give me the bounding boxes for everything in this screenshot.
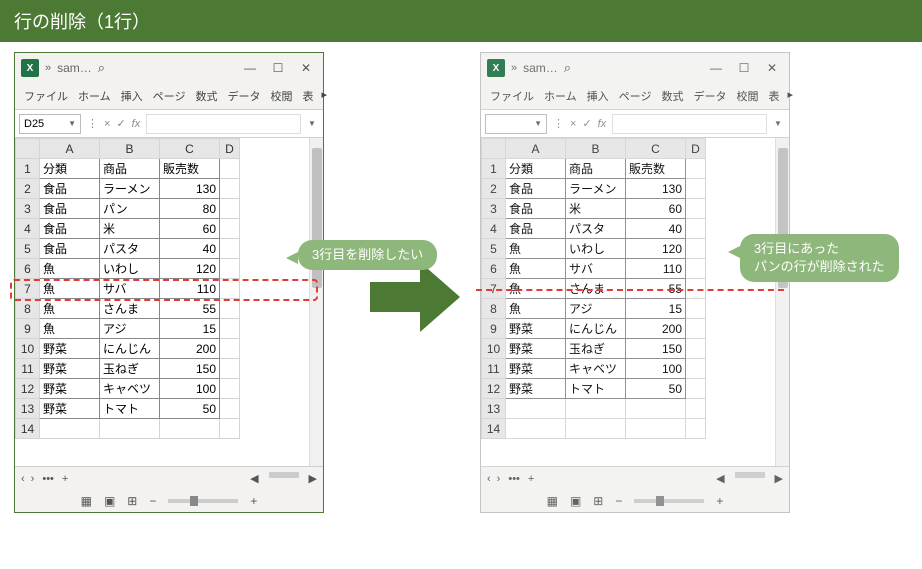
sheet-more-icon[interactable]: ••• [508,473,520,485]
tab-review[interactable]: 校閲 [265,83,297,109]
file-name: sam… [523,61,558,75]
cancel-icon[interactable]: × [102,118,112,130]
search-icon[interactable]: ⌕ [564,60,584,76]
formula-buttons: ⋮ × ✓ fx [85,117,142,130]
fx-icon[interactable]: fx [596,118,609,130]
tab-view[interactable]: 表 [297,83,318,109]
sheet-add-icon[interactable]: + [62,473,68,485]
ribbon-more-icon[interactable]: ▸ [784,83,796,109]
hscroll-left-icon[interactable]: ◀ [716,472,724,485]
tab-home[interactable]: ホーム [73,83,116,109]
hscroll-left-icon[interactable]: ◀ [250,472,258,485]
tab-data[interactable]: データ [222,83,265,109]
spreadsheet-grid[interactable]: ABCD1分類商品販売数2食品ラーメン1303食品米604食品パスタ405魚いわ… [481,138,789,466]
status-bar: ▦ ▣ ⊞ − + [15,490,323,512]
formula-input[interactable] [146,114,301,134]
zoom-slider[interactable] [168,499,238,503]
ribbon-more-icon[interactable]: ▸ [318,83,330,109]
close-button[interactable]: ✕ [295,61,317,75]
name-box[interactable]: D25▼ [19,114,81,134]
window-titlebar: X » sam… ⌕ — ☐ ✕ [481,53,789,83]
formula-dropdown-icon[interactable]: ▼ [305,119,319,128]
minimize-button[interactable]: — [239,61,261,75]
spreadsheet-grid[interactable]: ABCD1分類商品販売数2食品ラーメン1303食品パン804食品米605食品パス… [15,138,323,466]
tab-insert[interactable]: 挿入 [582,83,614,109]
hscroll-right-icon[interactable]: ▶ [775,472,783,485]
formula-input[interactable] [612,114,767,134]
close-button[interactable]: ✕ [761,61,783,75]
workspace: X » sam… ⌕ — ☐ ✕ ファイル ホーム 挿入 ページ 数式 データ … [0,42,922,78]
excel-app-icon: X [487,59,505,77]
tab-insert[interactable]: 挿入 [116,83,148,109]
callout-after: 3行目にあったパンの行が削除された [740,234,899,282]
sheet-more-icon[interactable]: ••• [42,473,54,485]
ribbon-tabs: ファイル ホーム 挿入 ページ 数式 データ 校閲 表 ▸ [15,83,323,110]
sheet-prev-icon[interactable]: ‹ [21,473,25,485]
arrow-icon [370,262,460,332]
zoom-slider[interactable] [634,499,704,503]
zoom-out-icon[interactable]: − [615,494,622,508]
hscroll-right-icon[interactable]: ▶ [309,472,317,485]
more-icon[interactable]: ⋮ [85,117,100,130]
ribbon-tabs: ファイル ホーム 挿入 ページ 数式 データ 校閲 表 ▸ [481,83,789,110]
formula-bar: ▼ ⋮ × ✓ fx ▼ [481,110,789,138]
view-pagelayout-icon[interactable]: ▣ [104,494,115,508]
status-bar: ▦ ▣ ⊞ − + [481,490,789,512]
zoom-out-icon[interactable]: − [149,494,156,508]
window-titlebar: X » sam… ⌕ — ☐ ✕ [15,53,323,83]
sheet-add-icon[interactable]: + [528,473,534,485]
tab-formulas[interactable]: 数式 [190,83,222,109]
zoom-in-icon[interactable]: + [250,494,257,508]
minimize-button[interactable]: — [705,61,727,75]
fx-icon[interactable]: fx [130,118,143,130]
view-normal-icon[interactable]: ▦ [81,494,92,508]
zoom-in-icon[interactable]: + [716,494,723,508]
maximize-button[interactable]: ☐ [267,61,289,75]
tab-page[interactable]: ページ [614,83,657,109]
excel-window-before: X » sam… ⌕ — ☐ ✕ ファイル ホーム 挿入 ページ 数式 データ … [14,52,324,513]
tab-file[interactable]: ファイル [485,83,539,109]
sheet-next-icon[interactable]: › [31,473,35,485]
tab-home[interactable]: ホーム [539,83,582,109]
tab-file[interactable]: ファイル [19,83,73,109]
chevron-icon: » [45,62,51,74]
excel-window-after: X » sam… ⌕ — ☐ ✕ ファイル ホーム 挿入 ページ 数式 データ … [480,52,790,513]
tab-review[interactable]: 校閲 [731,83,763,109]
formula-dropdown-icon[interactable]: ▼ [771,119,785,128]
formula-buttons: ⋮ × ✓ fx [551,117,608,130]
file-name: sam… [57,61,92,75]
view-pagebreak-icon[interactable]: ⊞ [127,494,137,508]
page-title: 行の削除（1行） [0,0,922,42]
view-normal-icon[interactable]: ▦ [547,494,558,508]
excel-app-icon: X [21,59,39,77]
tab-data[interactable]: データ [688,83,731,109]
view-pagelayout-icon[interactable]: ▣ [570,494,581,508]
tab-view[interactable]: 表 [763,83,784,109]
sheet-tab-bar: ‹ › ••• + ◀ ▶ [481,466,789,490]
sheet-next-icon[interactable]: › [497,473,501,485]
name-box[interactable]: ▼ [485,114,547,134]
accept-icon[interactable]: ✓ [114,117,127,130]
accept-icon[interactable]: ✓ [580,117,593,130]
tab-formulas[interactable]: 数式 [656,83,688,109]
formula-bar: D25▼ ⋮ × ✓ fx ▼ [15,110,323,138]
cancel-icon[interactable]: × [568,118,578,130]
sheet-prev-icon[interactable]: ‹ [487,473,491,485]
chevron-icon: » [511,62,517,74]
callout-before: 3行目を削除したい [298,240,437,270]
view-pagebreak-icon[interactable]: ⊞ [593,494,603,508]
sheet-tab-bar: ‹ › ••• + ◀ ▶ [15,466,323,490]
more-icon[interactable]: ⋮ [551,117,566,130]
search-icon[interactable]: ⌕ [98,60,118,76]
maximize-button[interactable]: ☐ [733,61,755,75]
vertical-scrollbar[interactable] [309,138,323,466]
vertical-scrollbar[interactable] [775,138,789,466]
tab-page[interactable]: ページ [148,83,191,109]
